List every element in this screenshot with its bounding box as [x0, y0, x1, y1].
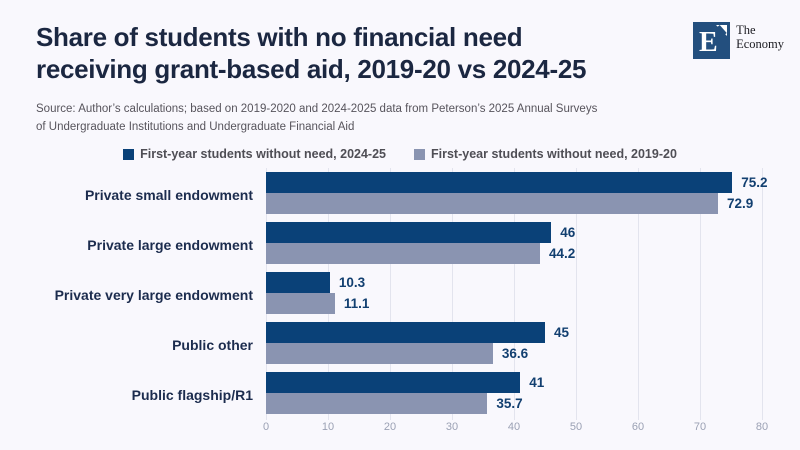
page-title: Share of students with no financial need…: [36, 22, 666, 85]
chart-row: Private large endowment 46 44.2: [0, 220, 800, 270]
x-tick-label-30: 30: [445, 421, 459, 433]
category-label: Private large endowment: [87, 237, 253, 253]
category-label: Private small endowment: [84, 187, 253, 203]
gridline-50: [576, 168, 577, 420]
svg-text:E: E: [699, 27, 718, 58]
value-label: 46: [560, 225, 576, 240]
bar: [266, 372, 521, 393]
chart-rows: Private small endowment 75.2 72.9 Private l…: [0, 170, 800, 420]
bar: [266, 322, 545, 343]
logo-word-line-1: The: [736, 23, 756, 37]
source-line-1: Source: Author’s calculations; based on …: [36, 103, 598, 115]
value-label: 41: [529, 375, 545, 390]
x-tick-label-50: 50: [569, 421, 583, 433]
chart-row: Private very large endowment 10.3 11.1: [0, 270, 800, 320]
value-label: 36.6: [501, 346, 529, 361]
gridline-20: [390, 168, 391, 420]
x-tick-label-10: 10: [321, 421, 335, 433]
legend-label-2024-25: First-year students without need, 2024-2…: [140, 147, 386, 161]
source-note: Source: Author’s calculations; based on …: [36, 101, 676, 137]
legend-swatch-2024-25: [123, 148, 135, 160]
bar-group: 46 44.2: [266, 220, 800, 270]
value-label: 35.7: [496, 396, 523, 411]
gridline-60: [638, 168, 639, 420]
bar-group: 75.2 72.9: [266, 170, 800, 220]
legend-swatch-2019-20: [414, 148, 425, 160]
x-tick-label-70: 70: [693, 421, 707, 433]
bar: [266, 293, 335, 314]
bar: [266, 193, 718, 214]
value-label: 72.9: [726, 196, 754, 211]
x-tick-label-20: 20: [383, 421, 397, 433]
category-label: Public flagship/R1: [131, 387, 253, 403]
x-axis: 0 10 20 30 40 50 60 70 80: [263, 421, 768, 437]
title-line-2: receiving grant-based aid, 2019-20 vs 20…: [36, 53, 587, 84]
x-tick-label-0: 0: [262, 421, 270, 433]
gridline-30: [452, 168, 453, 420]
gridline-80: [762, 168, 763, 420]
bar: [266, 343, 493, 364]
value-label: 44.2: [549, 246, 576, 261]
logo-monogram-icon: E: [693, 22, 731, 59]
bar: [266, 172, 733, 193]
bar: [266, 393, 488, 414]
gridline-70: [700, 168, 701, 420]
publisher-logo: E The Economy: [693, 22, 784, 59]
legend-label-2019-20: First-year students without need, 2019-2…: [431, 147, 677, 161]
logo-word-line-2: Economy: [736, 36, 784, 51]
bar: [266, 222, 552, 243]
bar-group: 10.3 11.1: [266, 270, 800, 320]
x-tick-label-80: 80: [755, 421, 769, 433]
legend-item-2019-20: First-year students without need, 2019-2…: [414, 147, 677, 161]
value-label: 11.1: [343, 296, 370, 311]
value-label: 10.3: [338, 275, 366, 290]
gridline-40: [514, 168, 515, 420]
bar: [266, 243, 541, 264]
category-label: Private very large endowment: [54, 287, 253, 303]
bar: [266, 272, 330, 293]
source-line-2: of Undergraduate Institutions and Underg…: [36, 120, 355, 133]
title-line-1: Share of students with no financial need: [36, 22, 523, 52]
legend: First-year students without need, 2024-2…: [0, 147, 800, 161]
bar-group: 45 36.6: [266, 320, 800, 370]
x-tick-label-60: 60: [631, 421, 645, 433]
chart-row: Public flagship/R1 41 35.7: [0, 370, 800, 420]
legend-item-2024-25: First-year students without need, 2024-2…: [123, 147, 386, 161]
value-label: 45: [554, 325, 570, 340]
logo-wordmark: The Economy: [736, 23, 784, 51]
chart-row: Private small endowment 75.2 72.9: [0, 170, 800, 220]
bar-group: 41 35.7: [266, 370, 800, 420]
chart-row: Public other 45 36.6: [0, 320, 800, 370]
category-label: Public other: [172, 337, 253, 353]
x-tick-label-40: 40: [507, 421, 521, 433]
value-label: 75.2: [741, 175, 768, 190]
